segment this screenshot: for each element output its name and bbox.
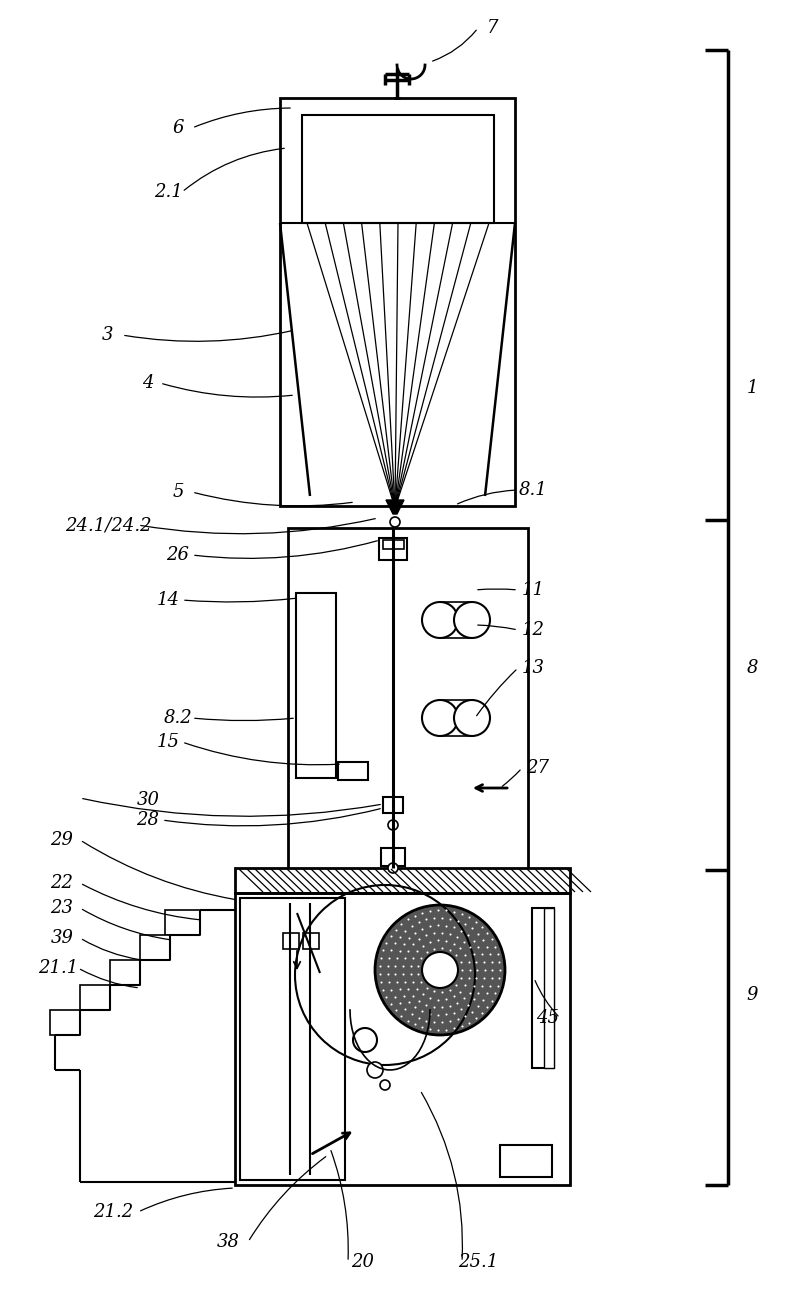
Circle shape <box>422 602 458 638</box>
Bar <box>383 540 393 549</box>
Circle shape <box>380 1080 390 1090</box>
Text: 2.1: 2.1 <box>154 183 182 201</box>
Bar <box>50 1010 80 1035</box>
Bar <box>235 869 570 893</box>
Text: 38: 38 <box>217 1233 239 1250</box>
Bar <box>302 115 494 222</box>
Bar <box>80 985 110 1010</box>
Text: 30: 30 <box>137 791 159 810</box>
Circle shape <box>454 602 490 638</box>
Circle shape <box>454 700 490 736</box>
Bar <box>394 540 404 549</box>
Text: 24.1/24.2: 24.1/24.2 <box>65 515 151 534</box>
Bar <box>280 98 515 506</box>
Circle shape <box>375 905 505 1035</box>
Bar <box>338 763 368 780</box>
Text: 28: 28 <box>137 811 159 829</box>
Bar <box>500 1144 552 1177</box>
Text: 5: 5 <box>172 483 184 501</box>
Bar <box>283 933 299 950</box>
Text: 23: 23 <box>50 899 74 917</box>
Text: 39: 39 <box>50 929 74 947</box>
Text: 22: 22 <box>50 874 74 892</box>
Text: 6: 6 <box>172 119 184 137</box>
Text: 21.2: 21.2 <box>93 1203 133 1220</box>
Circle shape <box>388 863 398 872</box>
Text: 27: 27 <box>526 759 550 777</box>
Text: 7: 7 <box>487 20 498 37</box>
Text: 3: 3 <box>102 326 114 344</box>
Text: 9: 9 <box>746 986 758 1005</box>
Text: 4: 4 <box>142 374 154 392</box>
Circle shape <box>390 517 400 527</box>
Text: 12: 12 <box>522 621 545 640</box>
Bar <box>110 960 140 985</box>
Text: 20: 20 <box>351 1253 374 1271</box>
Bar <box>381 848 405 866</box>
Text: 1: 1 <box>746 379 758 398</box>
Text: 25.1: 25.1 <box>458 1253 498 1271</box>
Text: 26: 26 <box>166 545 190 564</box>
Text: 8.1: 8.1 <box>518 481 547 498</box>
Text: 29: 29 <box>50 831 74 849</box>
Text: 15: 15 <box>157 732 179 751</box>
Polygon shape <box>386 500 404 514</box>
Circle shape <box>422 700 458 736</box>
Bar <box>140 935 170 960</box>
Bar <box>383 797 403 814</box>
Text: 8: 8 <box>746 659 758 678</box>
Circle shape <box>353 1028 377 1052</box>
Circle shape <box>367 1062 383 1078</box>
Bar <box>240 899 345 1180</box>
Text: 13: 13 <box>522 659 545 678</box>
Text: 8.2: 8.2 <box>164 709 192 727</box>
Bar <box>235 893 570 1185</box>
Bar <box>165 910 200 935</box>
Bar <box>303 933 319 950</box>
Circle shape <box>422 952 458 988</box>
Text: 11: 11 <box>522 581 545 599</box>
Circle shape <box>388 820 398 831</box>
Bar <box>288 528 528 870</box>
Bar <box>296 593 336 778</box>
Bar <box>532 908 554 1069</box>
Text: 14: 14 <box>157 591 179 610</box>
Text: 45: 45 <box>537 1008 559 1027</box>
Bar <box>379 538 407 560</box>
Bar <box>544 908 554 1069</box>
Text: 21.1: 21.1 <box>38 959 78 977</box>
